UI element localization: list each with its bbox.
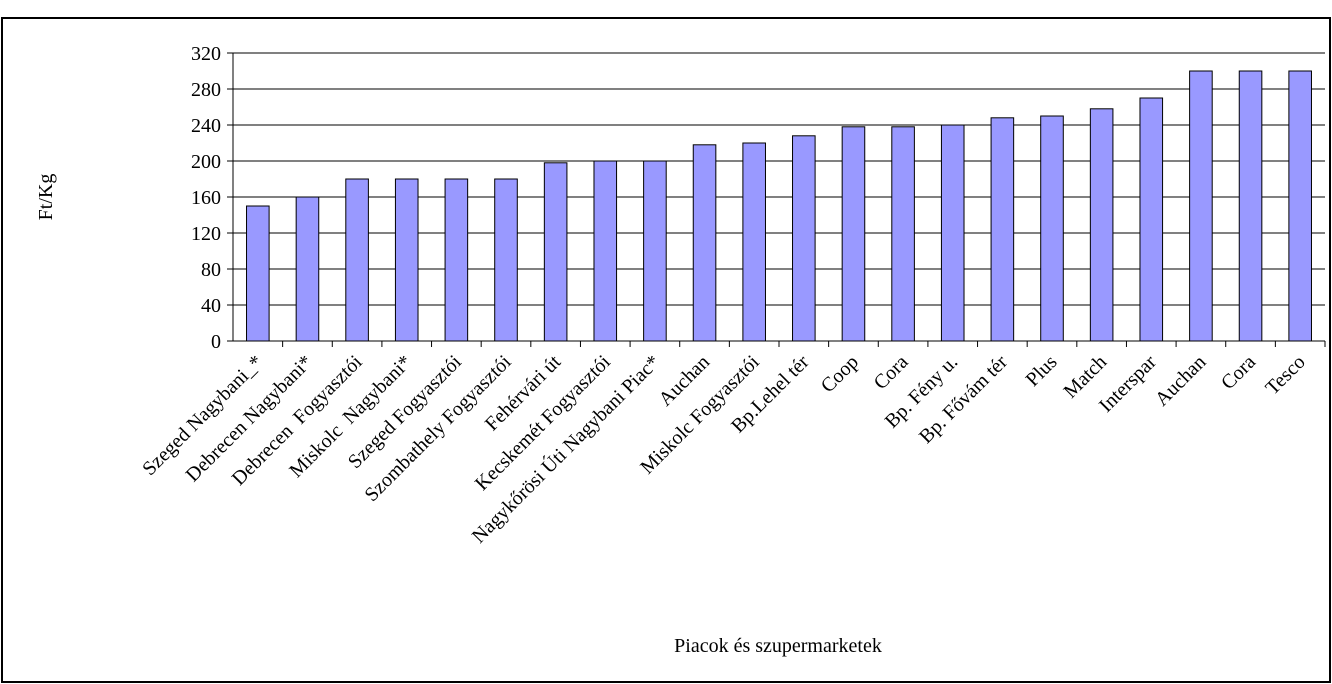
bar [1089,108,1114,342]
x-axis-title: Piacok és szupermarketek [674,635,882,657]
bar [940,124,965,342]
y-tick-label: 160 [191,187,221,209]
bar [841,126,866,342]
bars [246,70,1312,342]
bar [444,178,469,342]
bar [394,178,419,342]
bar [593,160,618,342]
bar [990,117,1015,342]
y-axis-title: Ft/Kg [35,174,57,221]
bar [1238,70,1263,342]
y-tick-label: 120 [191,223,221,245]
bar [295,196,320,342]
bar [543,162,568,342]
bar [1288,70,1312,342]
bar [1139,97,1164,342]
y-tick-label: 320 [191,43,221,65]
bar [742,142,766,342]
bar [246,205,270,342]
bar [643,160,667,342]
bar [494,178,518,342]
y-tick-label: 40 [201,295,221,317]
bar [891,126,915,342]
bar [1189,70,1213,342]
bar [1040,115,1064,342]
y-tick-labels: 0 40 80 120 160 200 240 280 320 [191,43,233,353]
bar [692,144,717,342]
y-tick-label: 240 [191,115,221,137]
bar [345,178,369,342]
y-tick-label: 280 [191,79,221,101]
y-tick-label: 200 [191,151,221,173]
bar [792,135,816,342]
y-tick-label: 0 [211,331,221,353]
y-tick-label: 80 [201,259,221,281]
